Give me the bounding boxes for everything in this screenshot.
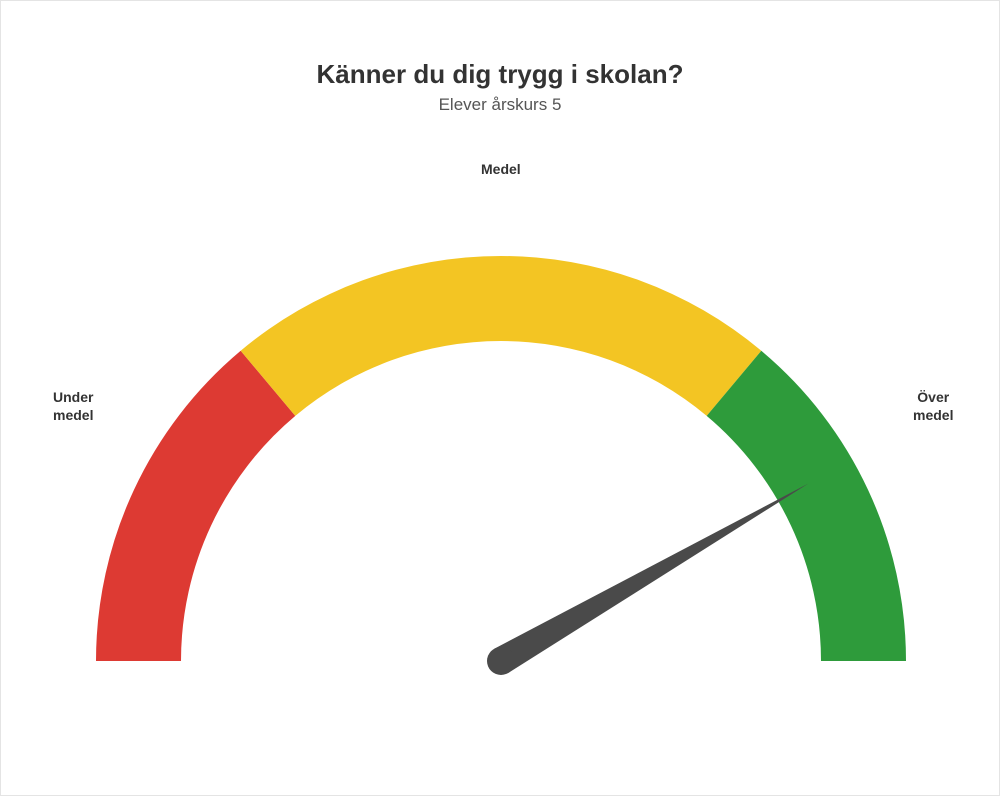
gauge-segments xyxy=(96,256,906,661)
gauge-segment xyxy=(96,351,295,661)
segment-label-under-medel: Under medel xyxy=(53,389,93,424)
needle-arm xyxy=(494,484,808,674)
segment-label-medel: Medel xyxy=(481,161,521,179)
segment-label-over-medel: Över medel xyxy=(913,389,953,424)
gauge-needle xyxy=(487,484,808,676)
chart-frame: Känner du dig trygg i skolan? Elever års… xyxy=(0,0,1000,796)
gauge-segment xyxy=(707,351,906,661)
gauge-segment xyxy=(241,256,762,416)
gauge-chart xyxy=(1,1,1000,797)
needle-hub xyxy=(487,647,515,675)
